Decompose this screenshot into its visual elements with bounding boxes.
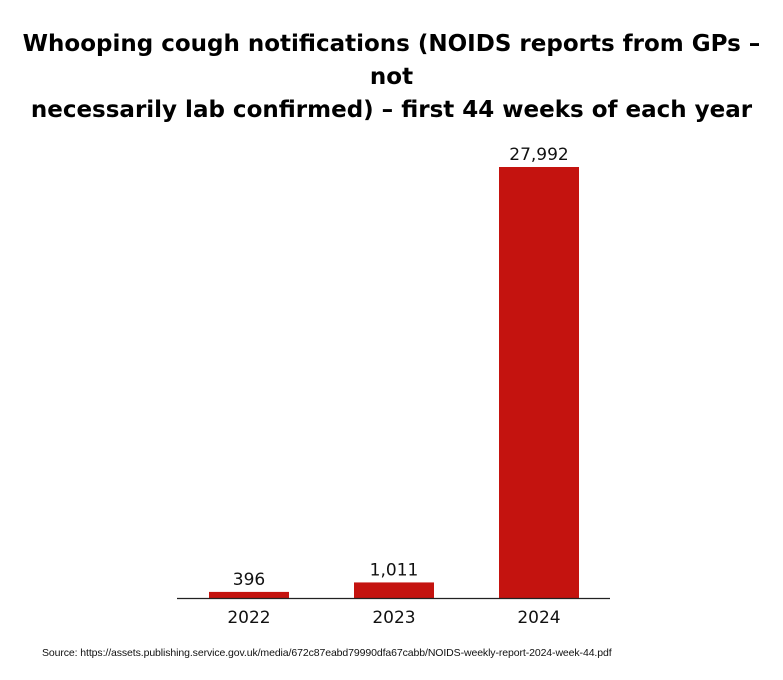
chart-title-line-1: Whooping cough notifications (NOIDS repo… [22, 31, 761, 90]
data-label-2023: 1,011 [370, 560, 419, 580]
chart-title-line-2: necessarily lab confirmed) – first 44 we… [30, 97, 753, 123]
x-tick-label-2022: 2022 [227, 608, 270, 628]
bar-2022 [209, 591, 289, 598]
data-label-2024: 27,992 [509, 145, 568, 165]
x-tick-label-2023: 2023 [372, 608, 415, 628]
bar-2023 [354, 582, 434, 598]
data-label-2022: 396 [233, 570, 265, 590]
bar-2024 [499, 167, 579, 598]
source-note: Source: https://assets.publishing.servic… [42, 647, 612, 659]
chart-title: Whooping cough notifications (NOIDS repo… [0, 28, 783, 127]
x-tick-label-2024: 2024 [517, 608, 560, 628]
